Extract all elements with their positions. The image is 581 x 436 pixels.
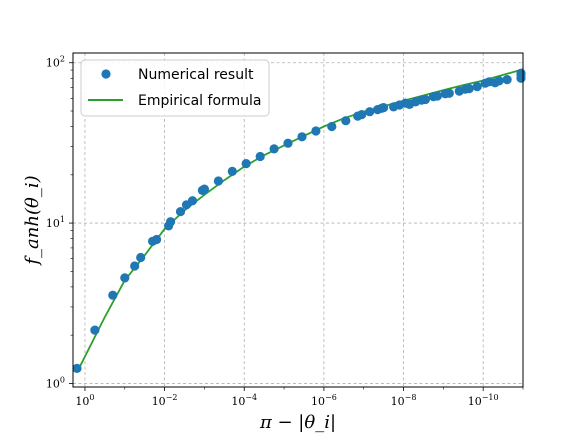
data-point (108, 290, 118, 300)
x-tick-base: 10 (231, 395, 245, 408)
data-point (255, 151, 265, 162)
x-tick-exponent: 0 (89, 393, 94, 402)
legend: Numerical result Empirical formula (80, 59, 270, 117)
data-point (241, 159, 251, 169)
data-point (502, 75, 512, 85)
data-point (311, 126, 321, 136)
x-tick-exponent: −8 (405, 393, 417, 402)
y-tick-exponent: 1 (60, 215, 65, 224)
data-point (494, 76, 504, 86)
x-tick-base: 10 (311, 395, 325, 408)
y-tick-exponent: 2 (60, 55, 65, 64)
data-point (269, 144, 279, 154)
x-tick-label: 10−10 (468, 393, 499, 408)
data-point (187, 196, 198, 206)
legend-label-empirical: Empirical formula (138, 93, 262, 109)
data-point (175, 207, 186, 217)
x-tick-exponent: −4 (245, 393, 257, 402)
x-tick-base: 10 (391, 395, 405, 408)
x-tick-base: 10 (468, 395, 482, 408)
data-point (136, 252, 146, 263)
data-point (341, 116, 351, 126)
y-tick-base: 10 (46, 57, 60, 70)
data-point (432, 91, 442, 101)
data-point (472, 82, 482, 92)
data-point (444, 88, 454, 98)
data-point (213, 176, 223, 186)
plot-frame (72, 52, 524, 388)
data-point (152, 234, 162, 245)
data-point (365, 107, 375, 117)
data-point (130, 261, 140, 271)
x-tick-exponent: −6 (325, 393, 337, 402)
data-point (283, 138, 293, 148)
legend-box (80, 59, 270, 117)
legend-marker-numerical (101, 69, 111, 79)
x-tick-base: 10 (75, 395, 89, 408)
y-tick-base: 10 (46, 377, 60, 390)
data-point (199, 184, 209, 194)
y-tick-label: 101 (46, 215, 65, 230)
x-tick-label: 10−8 (391, 393, 417, 408)
data-point (420, 94, 430, 105)
x-tick-label: 10−6 (311, 393, 337, 408)
x-tick-base: 10 (152, 395, 166, 408)
y-axis-label: f_anh(θ_i) (22, 175, 43, 266)
y-tick-base: 10 (46, 217, 60, 230)
y-tick-label: 100 (46, 375, 65, 390)
data-point (72, 363, 82, 373)
x-tick-label: 100 (75, 393, 94, 408)
data-point (90, 325, 100, 335)
data-point (297, 132, 307, 142)
data-point (166, 217, 176, 227)
x-tick-exponent: −10 (482, 393, 499, 402)
data-point (327, 121, 337, 132)
x-axis-label: π − |θ_i| (259, 412, 336, 433)
y-tick-exponent: 0 (60, 375, 65, 384)
x-tick-label: 10−2 (152, 393, 178, 408)
data-point (516, 68, 526, 78)
series-points (72, 68, 526, 373)
y-tick-label: 102 (46, 55, 65, 70)
data-point (227, 166, 237, 176)
data-point (379, 103, 389, 113)
legend-label-numerical: Numerical result (138, 67, 254, 83)
data-point (464, 84, 474, 94)
x-tick-exponent: −2 (166, 393, 178, 402)
data-point (120, 273, 130, 283)
x-tick-label: 10−4 (231, 393, 257, 408)
data-point (357, 110, 367, 120)
